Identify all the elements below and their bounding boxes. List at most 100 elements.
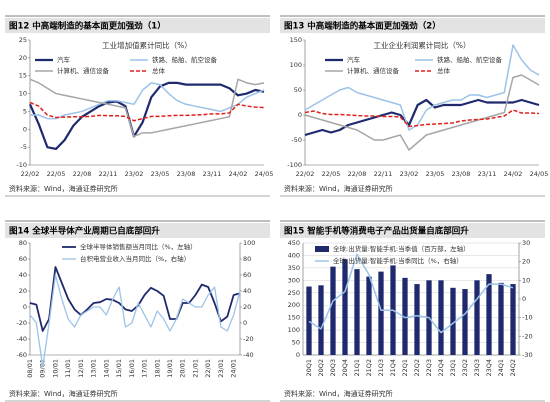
x-tick-label: 22Q2 (413, 359, 421, 377)
series-line (28, 81, 265, 151)
x-tick-label: 10/01 (51, 359, 59, 378)
bar (486, 274, 492, 355)
x-tick-label: 12/01 (77, 359, 85, 378)
x-tick-label: 22/11 (99, 170, 118, 178)
x-tick-label: 23Q3 (473, 359, 481, 377)
x-tick-label: 15/01 (115, 359, 123, 378)
bar (378, 271, 384, 355)
series-line (304, 98, 540, 137)
x-tick-label: 23Q4 (485, 359, 493, 377)
x-tick-label: 23Q1 (449, 359, 457, 377)
bar (318, 285, 324, 355)
x-tick-label: 22Q3 (425, 359, 433, 377)
x-tick-label: 20Q2 (317, 359, 325, 377)
x-tick-label: 21Q4 (389, 359, 397, 377)
legend-label: 铁路、船舶、航空设备 (152, 55, 218, 64)
y2-tick-label: 20 (522, 258, 530, 266)
legend-label: 总体 (152, 66, 166, 75)
x-tick-label: 24/05 (530, 170, 549, 178)
x-tick-label: 23/05 (151, 170, 170, 178)
y-tick-label: 200 (288, 301, 300, 309)
series-line (308, 253, 514, 334)
y2-tick-label: -20 (243, 335, 254, 343)
caption-bar (5, 18, 270, 33)
legend-label: 台积电营业收入当月同比（%，右轴） (80, 254, 190, 263)
x-tick-label: 16/01 (128, 359, 136, 378)
y2-tick-label: 30 (522, 239, 530, 247)
x-tick-label: 22/01 (204, 359, 212, 378)
panel: 图12 中高端制造的基本面更加强劲（1） 资料来源：Wind，海通证券研究所 工业增… (5, 15, 273, 197)
y-tick-label: 40 (19, 271, 27, 279)
y-tick-label: 0 (296, 351, 300, 359)
y2-tick-label: 60 (243, 271, 251, 279)
y-tick-label: 400 (288, 251, 300, 259)
y-tick-label: -50 (291, 136, 302, 144)
bar (402, 277, 408, 355)
y2-tick-label: -10 (522, 314, 533, 322)
x-tick-label: 23/02 (400, 170, 419, 178)
y-tick-label: 25 (19, 36, 27, 44)
x-tick-label: 22/05 (322, 170, 341, 178)
bar (366, 276, 372, 355)
x-tick-label: 23/11 (478, 170, 497, 178)
y-tick-label: -20 (16, 319, 27, 327)
x-tick-label: 20/01 (179, 359, 187, 378)
x-tick-label: 11/01 (64, 359, 72, 378)
x-tick-label: 22/08 (73, 170, 92, 178)
y2-tick-label: -40 (243, 351, 254, 359)
x-tick-label: 20Q3 (329, 359, 337, 377)
legend-label: 计算机、通信设备 (57, 66, 110, 75)
source: 资料来源：Wind，海通证券研究所 (284, 389, 393, 398)
bar (498, 282, 504, 355)
y2-tick-label: 20 (243, 303, 251, 311)
y2-tick-label: 100 (243, 239, 255, 247)
bar (474, 280, 480, 355)
legend-label: 总体 (437, 66, 451, 75)
x-tick-label: 17/01 (141, 359, 149, 378)
x-tick-label: 23Q2 (461, 359, 469, 377)
x-tick-label: 24/02 (229, 170, 248, 178)
bar (462, 289, 468, 355)
x-tick-label: 23/01 (217, 359, 225, 378)
bar (354, 269, 360, 355)
x-tick-label: 23/05 (426, 170, 445, 178)
x-tick-label: 19/01 (166, 359, 174, 378)
x-tick-label: 21Q1 (353, 359, 361, 377)
caption: 图13 中高端制造的基本面更加强劲（2） (284, 21, 441, 32)
legend-label: 汽车 (57, 55, 71, 64)
y2-tick-label: 80 (243, 255, 251, 263)
panel: 图15 智能手机等消费电子产品出货量自底部回升资料来源：Wind，海通证券研究所… (280, 220, 545, 402)
legend-label: 计算机、通信设备 (347, 66, 400, 75)
y-tick-label: 5 (23, 107, 27, 115)
x-tick-label: 22Q4 (437, 359, 445, 377)
y-tick-label: 50 (294, 86, 302, 94)
x-tick-label: 22/02 (21, 170, 40, 178)
y-tick-label: 250 (288, 289, 300, 297)
y-tick-label: 0 (298, 111, 302, 119)
y-tick-label: -10 (16, 161, 27, 169)
legend-label: 全球:出货量:智能手机:当季值（百万部，左轴） (333, 244, 470, 253)
bar (414, 284, 420, 355)
x-tick-label: 23/08 (177, 170, 196, 178)
x-tick-label: 23/02 (125, 170, 144, 178)
y2-tick-label: 0 (522, 295, 526, 303)
y2-tick-label: -20 (522, 332, 533, 340)
y-tick-label: 80 (19, 239, 27, 247)
y-tick-label: 0 (23, 303, 27, 311)
series-line (304, 109, 540, 128)
caption-bar (5, 223, 270, 238)
x-tick-label: 20Q4 (341, 359, 349, 377)
y-tick-label: 150 (288, 314, 300, 322)
x-tick-label: 21Q3 (377, 359, 385, 377)
y-tick-label: 20 (19, 287, 27, 295)
y-tick-label: -40 (16, 335, 27, 343)
caption: 图15 智能手机等消费电子产品出货量自底部回升 (284, 226, 469, 237)
x-tick-label: 08/01 (26, 359, 34, 378)
source: 资料来源：Wind，海通证券研究所 (284, 184, 393, 193)
series-line (304, 74, 540, 151)
series-line (29, 274, 241, 368)
caption-bar (280, 18, 545, 33)
y-tick-label: 10 (19, 90, 27, 98)
